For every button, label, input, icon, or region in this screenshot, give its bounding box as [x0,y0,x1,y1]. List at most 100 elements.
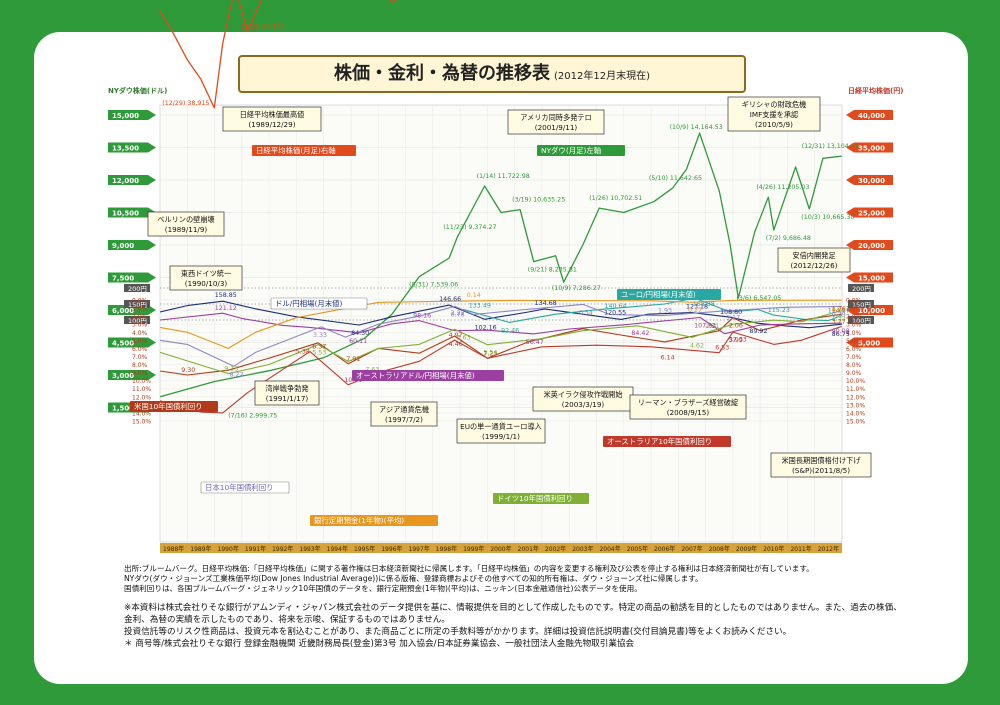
data-label: 98.16 [413,313,431,320]
data-label: 0.14 [467,292,481,299]
event-annotation-text: (2001/9/11) [535,123,578,132]
series-label: オーストラリアドル/円相場(月末値) [356,371,475,380]
year-tick-label: 1994年 [327,545,348,553]
year-tick-label: 2008年 [709,545,730,553]
fx-tick-label: 200円 [852,285,871,293]
rate-tick-label-left: 6.0% [132,346,148,353]
series-label: ドイツ10年国債利回り [497,494,573,503]
event-annotation-text: (2003/3/19) [562,400,605,409]
data-label: 9.30 [181,367,195,374]
data-label: (12/29) 38,915 [162,100,209,107]
fx-tick-tag [124,316,150,324]
data-label: (12/31) 13,104.14 [802,143,859,150]
data-label: 6.14 [661,355,675,362]
data-label: 0.78 [451,311,465,318]
data-label: 2.22 [451,310,465,317]
note-line: 出所:ブルームバーグ。日経平均株価:「日経平均株価」に関する著作権は日本経済新聞… [124,564,814,573]
data-label: 5.53 [312,350,326,357]
series-label: ユーロ/円相場(月末値) [621,290,696,299]
event-annotation-text: (1991/1/17) [266,394,309,403]
event-annotation-text: 湾岸戦争勃発 [265,384,308,393]
data-label: 1.17 [726,314,740,321]
year-tick-label: 2006年 [654,545,675,553]
series-line [159,0,397,109]
data-label: (1/26) 10,702.51 [589,195,642,202]
series-label-box [130,401,218,412]
data-label: 89.92 [749,328,767,335]
event-annotation-text: ギリシャの財政危機 [742,100,807,109]
event-annotation-text: 安倍内閣発足 [792,251,835,260]
left-tick-label: 6,000 [112,307,134,315]
series-label: 日経平均株価(月足)右軸 [256,146,336,155]
series-label-box [352,370,504,381]
data-label: 3.99 [729,337,743,344]
rate-tick-label-left: 1.0% [132,306,148,313]
left-tick-label: 1,500 [112,405,134,413]
data-label: 114.47 [828,307,850,314]
year-tick-label: 1997年 [409,545,430,553]
event-annotation-text: (2010/5/9) [755,120,793,129]
rate-tick-label-right: 3.0% [846,322,862,329]
event-annotation-box [507,109,605,135]
data-label: 84.42 [631,330,649,337]
year-tick-label: 1988年 [163,545,184,553]
rate-tick-label-left: 3.0% [132,322,148,329]
note-line: NYダウ(ダウ・ジョーンズ工業株価平均(Dow Jones Industrial… [124,574,703,583]
data-label: (10/3) 10,665.30 [801,214,854,221]
series-label-box [252,145,356,156]
data-label: 108.80 [720,309,742,316]
year-tick-label: 2011年 [790,545,811,553]
data-label: (5/10) 11,642.65 [649,175,702,182]
fx-tick-tag [848,316,874,324]
rate-tick-label-right: 11.0% [846,386,865,393]
data-label: 0.79 [832,311,846,318]
rate-tick-label-right: 2.0% [846,314,862,321]
data-label: 4.97 [449,332,463,339]
left-tick-label: 12,000 [112,177,139,185]
data-label: 102.16 [475,324,497,331]
data-label: (3/6) 6,547.05 [736,295,781,302]
event-annotation-box [777,247,851,273]
right-tick-label: 15,000 [858,275,885,283]
year-tick-label: 1992年 [272,545,293,553]
rate-tick-label-left: 12.0% [132,394,151,401]
right-tick-tag [846,175,893,185]
event-annotation-text: (2012/12/26) [790,261,837,270]
rate-tick-label-left: 10.0% [132,378,151,385]
right-tick-tag [846,142,893,153]
right-tick-label: 20,000 [858,242,885,250]
rate-tick-label-right: 15.0% [846,419,865,426]
data-label: 84.30 [351,330,369,337]
event-annotation-text: アジア通貨危機 [379,405,429,414]
series-line [159,310,842,375]
rate-tick-label-left: 2.0% [132,314,148,321]
data-label: 158.85 [215,292,237,299]
data-label: 9.13 [224,366,238,373]
year-tick-label: 1999年 [463,545,484,553]
rate-tick-label-right: 13.0% [846,402,865,409]
series-line [159,312,842,335]
fx-tick-label: 100円 [852,317,871,325]
series-label: 銀行定期預金(1年物)(平均) [314,516,404,525]
right-tick-tag [846,337,893,348]
data-label: (4/26) 11,205.03 [756,184,809,191]
series-label-box [617,289,721,300]
year-tick-label: 2010年 [763,545,784,553]
left-tick-tag [108,337,156,348]
event-annotation-box [254,380,320,406]
rate-tick-label-left: 7.0% [132,354,148,361]
event-annotation-text: (2008/9/15) [667,408,710,417]
series-label-box [493,493,589,504]
year-tick-label: 2007年 [681,545,702,553]
event-annotation-text: アメリカ同時多発テロ [520,113,592,122]
series-line [159,300,842,329]
year-tick-label: 2003年 [572,545,593,553]
disclaimer: ※本資料は株式会社りそな銀行がアムンディ・ジャパン株式会社のデータ提供を基に、情… [124,602,902,650]
data-label: (10/9) 7,286.27 [552,285,601,292]
left-tick-tag [108,240,156,250]
right-axis-label: 日経平均株価(円) [848,86,903,95]
right-tick-label: 35,000 [858,145,885,153]
right-tick-tag [846,110,893,120]
data-label: 7.23 [483,350,497,357]
rate-tick-label-right: 14.0% [846,410,865,417]
